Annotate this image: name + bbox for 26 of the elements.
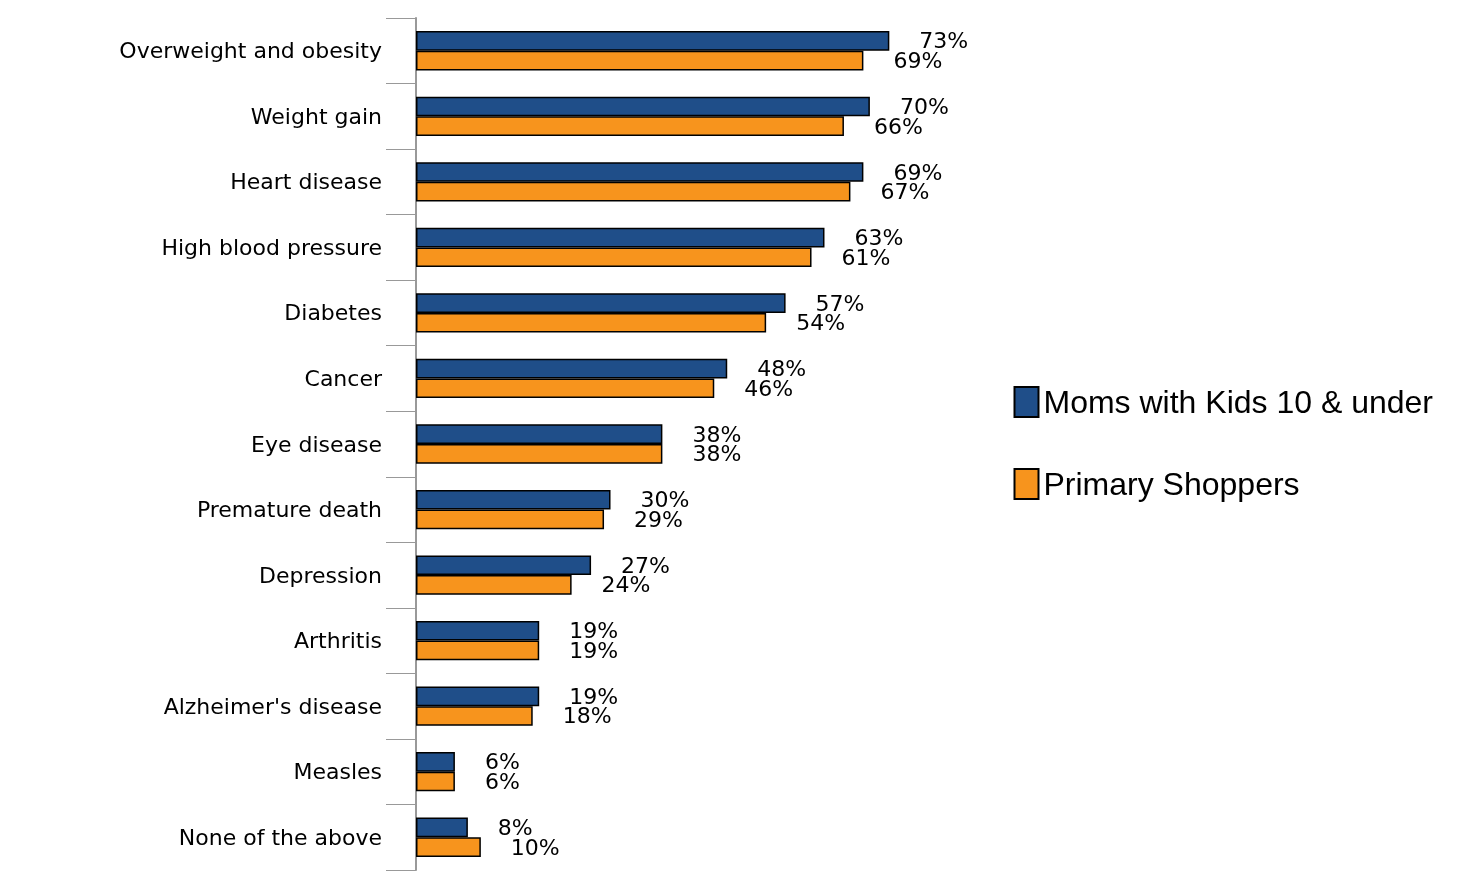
y-tick-label: None of the above: [178, 824, 382, 850]
legend-label: Primary Shoppers: [1043, 466, 1300, 502]
y-tick-label: Depression: [259, 562, 382, 588]
y-tick-label: Measles: [293, 759, 382, 785]
y-tick-label: Eye disease: [250, 431, 382, 457]
y-tick-label: Heart disease: [230, 169, 382, 195]
data-label: 69%: [893, 48, 943, 74]
data-label: 61%: [841, 244, 891, 270]
data-label: 29%: [634, 506, 683, 532]
y-tick-label: Arthritis: [293, 628, 382, 654]
y-tick-label: Diabetes: [284, 300, 382, 326]
data-label: 54%: [796, 310, 846, 336]
y-tick-label: Cancer: [304, 365, 383, 391]
data-label: 18%: [562, 703, 612, 729]
data-label: 24%: [601, 572, 651, 598]
data-label: 46%: [744, 375, 794, 401]
data-label: 6%: [484, 769, 520, 795]
data-label: 19%: [569, 637, 619, 663]
y-tick-label: Overweight and obesity: [119, 38, 382, 64]
y-tick-label: High blood pressure: [161, 234, 382, 260]
y-tick-label: Premature death: [196, 497, 382, 523]
legend-label: Moms with Kids 10 & under: [1043, 384, 1434, 420]
data-label: 67%: [880, 179, 930, 205]
data-label: 38%: [692, 441, 742, 467]
y-tick-label: Alzheimer's disease: [163, 693, 382, 719]
y-tick-label: Weight gain: [250, 103, 382, 129]
